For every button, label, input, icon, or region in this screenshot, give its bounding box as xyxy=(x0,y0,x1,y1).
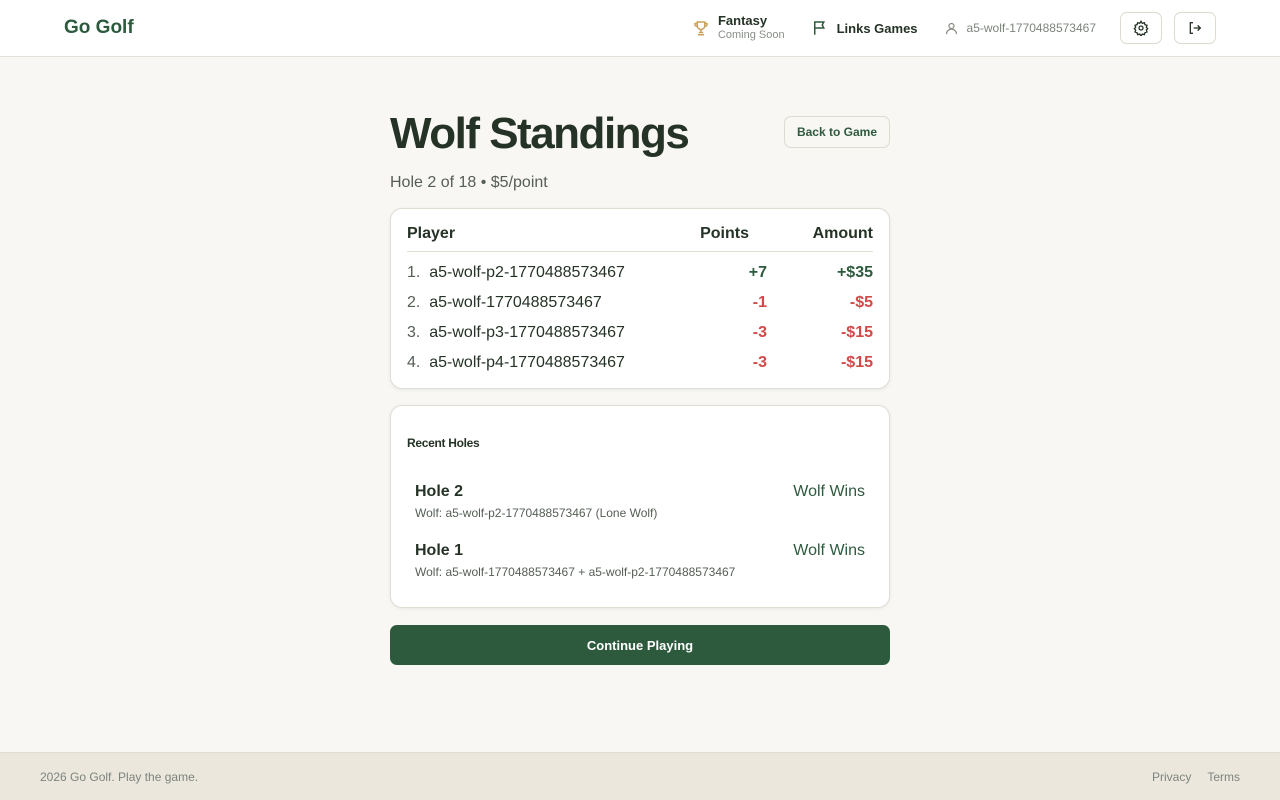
copyright: 2026 Go Golf. Play the game. xyxy=(40,769,199,784)
coming-soon-label: Coming Soon xyxy=(717,29,785,41)
amount-value: -$5 xyxy=(849,294,873,311)
column-points: Points xyxy=(700,225,749,242)
user-menu[interactable]: a5-wolf-1770488573467 xyxy=(944,21,1096,36)
logo[interactable]: Go Golf xyxy=(64,17,134,38)
privacy-link[interactable]: Privacy xyxy=(1151,769,1192,784)
points-value: -3 xyxy=(752,324,767,341)
hole-result: Wolf Wins xyxy=(793,483,865,500)
table-row: 4. a5-wolf-p4-1770488573467 -3 -$15 xyxy=(407,348,873,378)
continue-playing-button[interactable]: Continue Playing xyxy=(390,625,890,665)
gear-icon xyxy=(1133,20,1149,36)
hole-result: Wolf Wins xyxy=(793,542,865,559)
page-title: Wolf Standings xyxy=(390,109,690,158)
hole-item: Hole 2 Wolf: a5-wolf-p2-1770488573467 (L… xyxy=(407,483,865,520)
fantasy-label: Fantasy xyxy=(717,13,768,28)
player-id: a5-wolf-1770488573467 xyxy=(429,294,602,311)
hole-item: Hole 1 Wolf: a5-wolf-1770488573467 + a5-… xyxy=(407,542,865,579)
settings-button[interactable] xyxy=(1120,12,1162,44)
username: a5-wolf-1770488573467 xyxy=(966,21,1096,35)
user-icon xyxy=(945,22,957,34)
back-to-game-button[interactable]: Back to Game xyxy=(783,116,890,148)
terms-link[interactable]: Terms xyxy=(1207,769,1240,784)
hole-info: Hole 2 of 18 • $5/point xyxy=(390,174,548,191)
points-value: -3 xyxy=(752,354,767,371)
player-id: a5-wolf-p4-1770488573467 xyxy=(429,354,625,371)
nav-links-games[interactable]: Links Games xyxy=(811,19,918,37)
standings-table: Player Points Amount 1. a5-wolf-p2-17704… xyxy=(390,208,890,389)
rank: 1. xyxy=(407,264,421,281)
amount-value: -$15 xyxy=(840,324,873,341)
top-nav: Go Golf Fantasy Coming Soon Links Games a… xyxy=(0,0,1280,57)
hole-name: Hole 2 xyxy=(415,483,464,500)
hole-name: Hole 1 xyxy=(415,542,464,559)
rank: 2. xyxy=(407,294,421,311)
links-games-label: Links Games xyxy=(836,20,918,36)
logout-icon xyxy=(1189,22,1202,34)
flag-icon xyxy=(813,21,825,35)
amount-value: +$35 xyxy=(836,264,873,281)
player-id: a5-wolf-p2-1770488573467 xyxy=(429,264,625,281)
recent-holes: Recent Holes Hole 2 Wolf: a5-wolf-p2-177… xyxy=(390,405,890,608)
nav-fantasy[interactable]: Fantasy Coming Soon xyxy=(692,14,785,42)
points-value: +7 xyxy=(748,264,767,281)
table-row: 1. a5-wolf-p2-1770488573467 +7 +$35 xyxy=(407,258,873,288)
table-row: 2. a5-wolf-1770488573467 -1 -$5 xyxy=(407,288,873,318)
player-name: 4. a5-wolf-p4-1770488573467 xyxy=(407,354,625,372)
table-header: Player Points Amount xyxy=(407,209,873,252)
player-name: 3. a5-wolf-p3-1770488573467 xyxy=(407,324,625,342)
hole-detail: Wolf: a5-wolf-1770488573467 + a5-wolf-p2… xyxy=(415,565,736,579)
trophy-icon xyxy=(694,21,708,36)
recent-holes-title: Recent Holes xyxy=(407,436,480,450)
column-amount: Amount xyxy=(812,225,873,242)
logout-button[interactable] xyxy=(1174,12,1216,44)
amount-value: -$15 xyxy=(840,354,873,371)
player-name: 1. a5-wolf-p2-1770488573467 xyxy=(407,264,625,282)
hole-detail: Wolf: a5-wolf-p2-1770488573467 (Lone Wol… xyxy=(415,506,658,520)
points-value: -1 xyxy=(752,294,767,311)
rank: 3. xyxy=(407,324,421,341)
column-player: Player xyxy=(407,225,456,242)
player-name: 2. a5-wolf-1770488573467 xyxy=(407,294,617,312)
rank: 4. xyxy=(407,354,421,371)
table-row: 3. a5-wolf-p3-1770488573467 -3 -$15 xyxy=(407,318,873,348)
footer: 2026 Go Golf. Play the game. Privacy Ter… xyxy=(0,752,1280,800)
player-id: a5-wolf-p3-1770488573467 xyxy=(429,324,625,341)
